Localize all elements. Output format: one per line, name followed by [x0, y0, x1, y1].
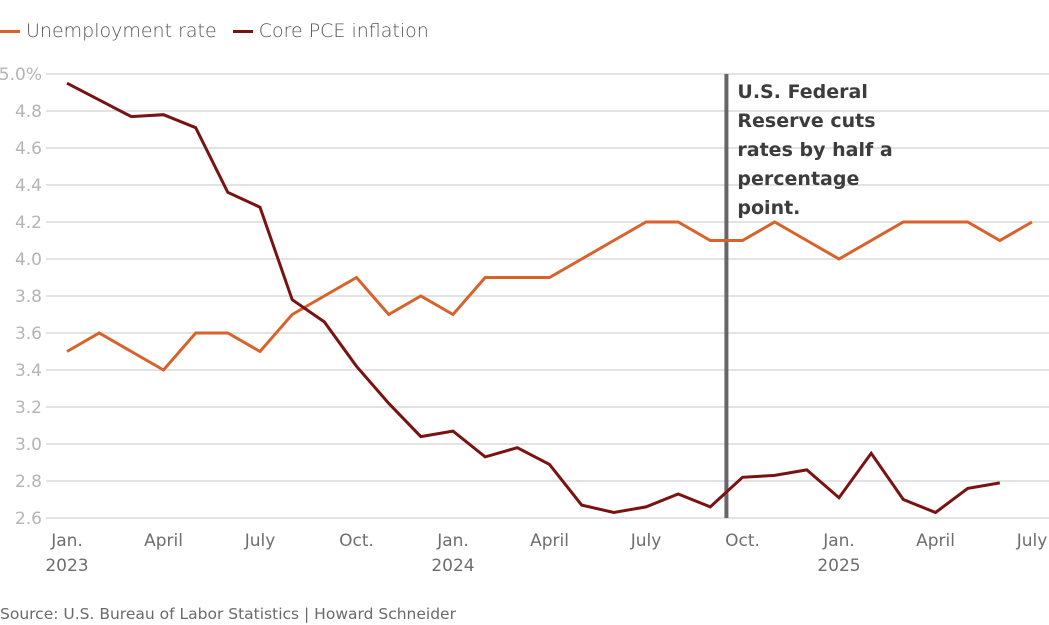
x-tick-label: April	[144, 531, 183, 551]
legend-item-unemployment: Unemployment rate	[0, 20, 217, 42]
x-tick-label: July	[1016, 531, 1048, 551]
fed-cut-annotation: U.S. Federal Reserve cuts rates by half a p…	[737, 81, 892, 219]
x-tick-label: April	[916, 531, 955, 551]
y-tick-label: 3.2	[15, 398, 42, 418]
legend-swatch-core-pce	[232, 29, 253, 33]
y-tick-label: 3.4	[15, 361, 42, 381]
legend-label-core-pce: Core PCE inflation	[258, 20, 429, 42]
x-tick-label: Oct.	[725, 531, 760, 551]
annotation-text-line: rates by half a	[737, 139, 892, 161]
legend-item-core-pce: Core PCE inflation	[232, 20, 429, 42]
y-tick-label: 2.6	[15, 509, 42, 529]
unemployment-rate-line	[66, 220, 1033, 372]
x-tick-label: April	[530, 531, 569, 551]
annotation-text-line: Reserve cuts	[737, 110, 875, 132]
x-tick-label: July	[244, 531, 276, 551]
source-note: Source: U.S. Bureau of Labor Statistics …	[0, 605, 456, 623]
y-tick-label: 3.6	[15, 324, 42, 344]
y-tick-label: 4.6	[15, 139, 42, 159]
y-tick-label: 2.8	[15, 472, 42, 492]
annotation-text-line: U.S. Federal	[737, 81, 867, 103]
y-tick-label: 3.8	[15, 287, 42, 307]
legend-swatch-unemployment	[0, 29, 20, 33]
legend: Unemployment rate Core PCE inflation	[0, 17, 445, 45]
x-tick-label: Jan.	[436, 531, 469, 551]
x-tick-year-label: 2024	[431, 556, 474, 576]
legend-label-unemployment: Unemployment rate	[26, 20, 217, 42]
y-tick-label: 4.0	[15, 250, 42, 270]
y-tick-label: 3.0	[15, 435, 42, 455]
x-tick-label: Oct.	[339, 531, 374, 551]
y-axis-tick-labels: 5.0% 4.8 4.6 4.4 4.2 4.0 3.8 3.6 3.4 3.2 3.0 2.8 2.6	[0, 65, 42, 529]
annotation-text-line: percentage	[737, 168, 859, 190]
x-tick-year-label: 2023	[45, 556, 88, 576]
x-tick-year-label: 2025	[817, 556, 860, 576]
series-lines	[66, 81, 1033, 515]
core-pce-inflation-line	[66, 81, 1001, 515]
x-tick-label: July	[630, 531, 662, 551]
x-axis-tick-labels: Jan. 2023 April July Oct. Jan. 2024 April July Oc…	[45, 531, 1047, 576]
x-tick-label: Jan.	[50, 531, 83, 551]
x-tick-label: Jan.	[822, 531, 855, 551]
y-tick-label: 5.0%	[0, 65, 42, 85]
gridlines	[46, 73, 1049, 519]
y-tick-label: 4.4	[15, 176, 42, 196]
y-tick-label: 4.8	[15, 102, 42, 122]
y-tick-label: 4.2	[15, 213, 42, 233]
annotation-text-line: point.	[737, 197, 800, 219]
